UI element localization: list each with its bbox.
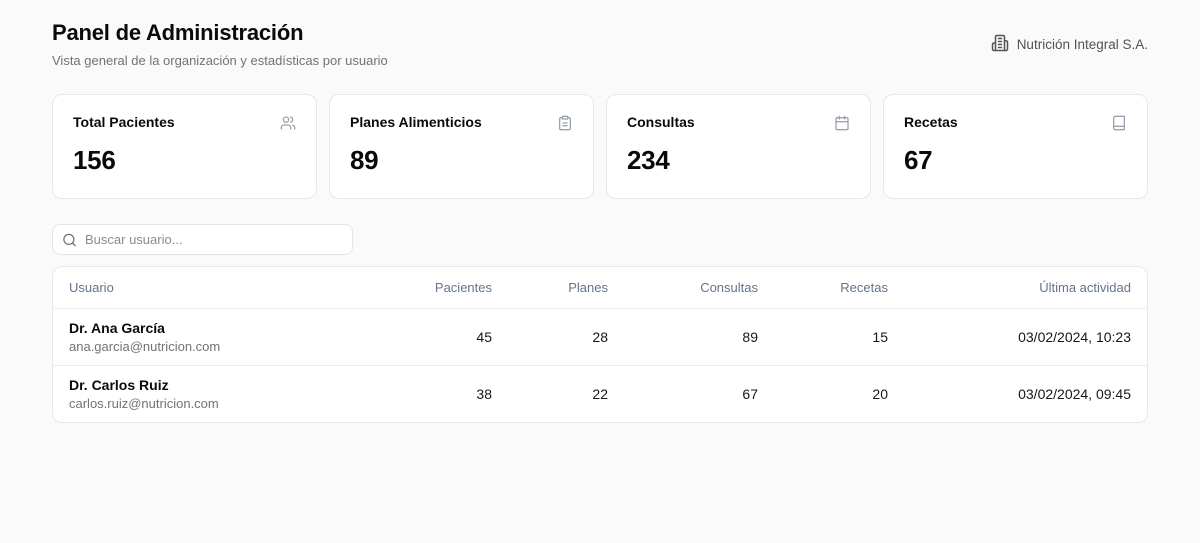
user-email: ana.garcia@nutricion.com <box>69 339 221 354</box>
column-header-ultima-actividad: Última actividad <box>1039 280 1131 295</box>
building-icon <box>991 34 1009 55</box>
cell-recetas: 15 <box>872 329 888 345</box>
column-header-recetas: Recetas <box>840 280 888 295</box>
table-row[interactable]: Dr. Ana García ana.garcia@nutricion.com … <box>53 309 1147 366</box>
cell-consultas: 67 <box>742 386 758 402</box>
stat-card-value: 234 <box>627 145 670 175</box>
stat-card-label: Recetas <box>904 114 958 130</box>
stat-card-label: Planes Alimenticios <box>350 114 482 130</box>
search-box <box>52 224 353 255</box>
column-header-consultas: Consultas <box>700 280 758 295</box>
cell-planes: 28 <box>592 329 608 345</box>
clipboard-icon <box>557 115 573 136</box>
stat-card-label: Total Pacientes <box>73 114 175 130</box>
stat-card-value: 67 <box>904 145 933 175</box>
stat-card-recetas: Recetas 67 <box>883 94 1148 199</box>
admin-panel-page: Panel de Administración Vista general de… <box>52 20 1148 423</box>
users-icon <box>280 115 296 136</box>
stat-card-consultas: Consultas 234 <box>606 94 871 199</box>
column-header-usuario: Usuario <box>69 280 114 295</box>
cell-pacientes: 45 <box>476 329 492 345</box>
user-name: Dr. Carlos Ruiz <box>69 377 169 393</box>
calendar-icon <box>834 115 850 136</box>
user-name: Dr. Ana García <box>69 320 165 336</box>
cell-recetas: 20 <box>872 386 888 402</box>
stats-cards: Total Pacientes 156 Planes Alimenticios <box>52 94 1148 199</box>
page-subtitle: Vista general de la organización y estad… <box>52 53 388 68</box>
cell-ultima-actividad: 03/02/2024, 09:45 <box>1018 386 1131 402</box>
page-title: Panel de Administración <box>52 20 304 45</box>
stat-card-total-pacientes: Total Pacientes 156 <box>52 94 317 199</box>
stat-card-value: 156 <box>73 145 116 175</box>
book-icon <box>1111 115 1127 136</box>
column-header-planes: Planes <box>568 280 608 295</box>
users-table: Usuario Pacientes Planes Consultas Recet… <box>52 266 1148 423</box>
search-input[interactable] <box>52 224 353 255</box>
heading-block: Panel de Administración Vista general de… <box>52 20 388 68</box>
stat-card-value: 89 <box>350 145 379 175</box>
cell-pacientes: 38 <box>476 386 492 402</box>
cell-planes: 22 <box>592 386 608 402</box>
organization-name: Nutrición Integral S.A. <box>1016 36 1148 52</box>
table-row[interactable]: Dr. Carlos Ruiz carlos.ruiz@nutricion.co… <box>53 365 1147 423</box>
stat-card-label: Consultas <box>627 114 695 130</box>
user-email: carlos.ruiz@nutricion.com <box>69 396 219 411</box>
user-cell: Dr. Ana García ana.garcia@nutricion.com <box>53 309 392 366</box>
cell-ultima-actividad: 03/02/2024, 10:23 <box>1018 329 1131 345</box>
page-header: Panel de Administración Vista general de… <box>52 20 1148 68</box>
organization-badge: Nutrición Integral S.A. <box>991 34 1148 55</box>
cell-consultas: 89 <box>742 329 758 345</box>
table-header-row: Usuario Pacientes Planes Consultas Recet… <box>53 267 1147 309</box>
user-cell: Dr. Carlos Ruiz carlos.ruiz@nutricion.co… <box>53 366 392 423</box>
stat-card-planes-alimenticios: Planes Alimenticios 89 <box>329 94 594 199</box>
column-header-pacientes: Pacientes <box>434 280 492 295</box>
